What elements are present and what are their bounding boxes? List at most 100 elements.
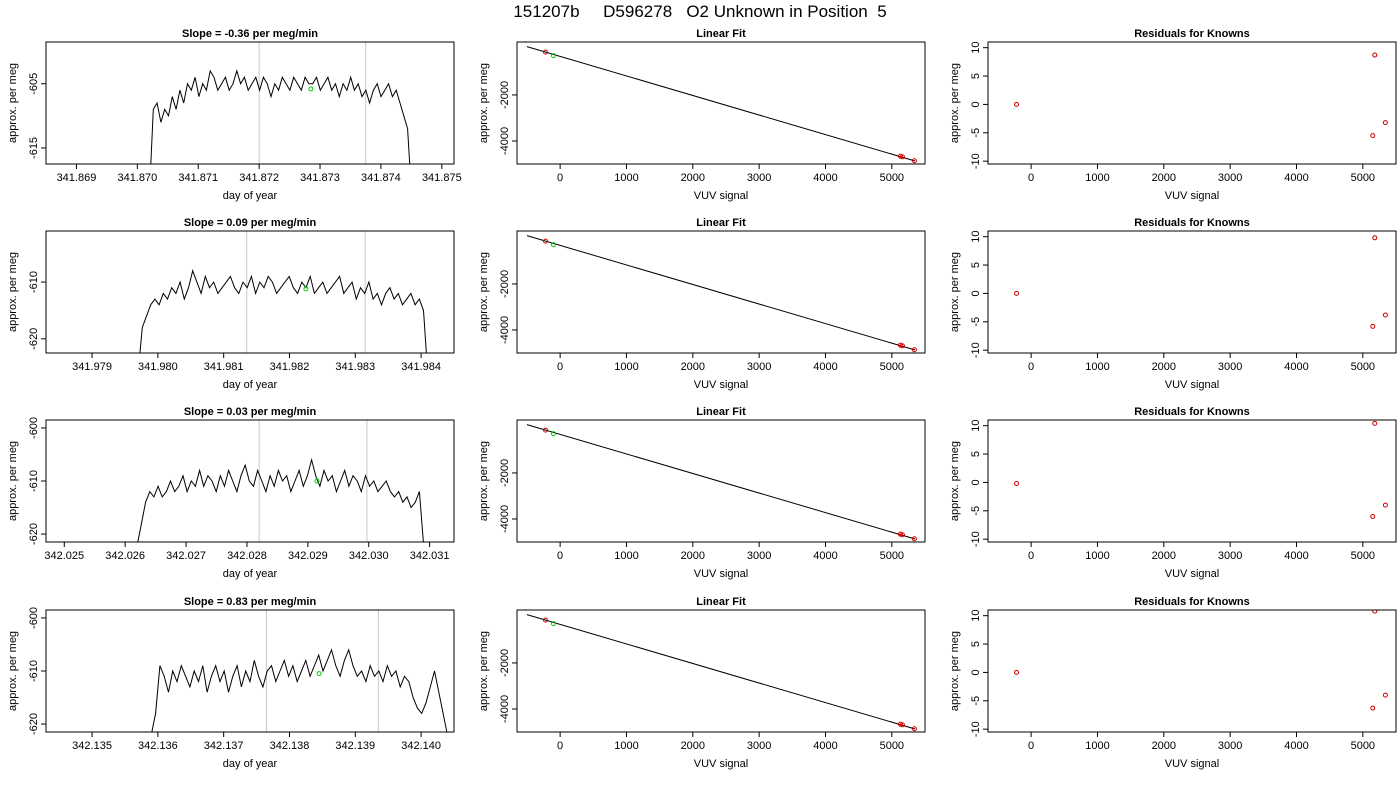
x-tick-label: 3000: [1218, 172, 1242, 184]
x-axis-label: day of year: [223, 758, 278, 770]
y-tick-label: -615: [28, 137, 40, 159]
x-tick-label: 1000: [1085, 172, 1109, 184]
x-axis-label: day of year: [223, 379, 278, 391]
x-tick-label: 4000: [1284, 740, 1308, 752]
figure-title: 151207b D596278 O2 Unknown in Position 5: [513, 2, 887, 21]
plot-area: [1014, 420, 1388, 519]
x-tick-label: 4000: [813, 361, 837, 373]
fit-line: [526, 235, 916, 351]
panel-2-2: Linear Fit 0 1000 2000 3000 4000 5000 -2000 -400…: [478, 217, 926, 391]
data-point: [1370, 133, 1376, 139]
plot-frame: [45, 41, 455, 165]
y-tick-label: -2000: [499, 649, 511, 677]
y-axis-label: approx. per meg: [949, 63, 961, 143]
panel-1-1: Slope = -0.36 per meg/min 341.869 341.870 3…: [7, 28, 462, 202]
y-axis-label: approx. per meg: [7, 252, 19, 332]
y-tick-label: -2000: [499, 270, 511, 298]
data-point: [550, 431, 556, 437]
fit-line: [526, 614, 916, 730]
series-line: [151, 648, 448, 732]
data-point: [1382, 502, 1388, 508]
x-tick-label: 5000: [1351, 172, 1375, 184]
data-point: [899, 532, 905, 538]
x-tick-label: 342.135: [72, 740, 112, 752]
plot-area: [1014, 52, 1388, 139]
plot-frame: [987, 419, 1397, 543]
y-tick-label: 0: [970, 669, 982, 675]
data-point: [911, 536, 917, 542]
panel-2-1: Slope = 0.09 per meg/min 341.979 341.980 34…: [7, 217, 455, 391]
x-tick-label: 342.138: [270, 740, 310, 752]
data-point: [543, 49, 549, 55]
y-tick-label: -620: [28, 328, 40, 350]
x-tick-label: 341.869: [57, 172, 97, 184]
data-point: [1370, 705, 1376, 711]
data-point: [314, 478, 320, 484]
y-tick-label: -600: [28, 607, 40, 629]
plot-area: [150, 42, 411, 164]
x-tick-label: 3000: [1218, 740, 1242, 752]
plot-area: [526, 424, 917, 542]
panel-3-1: Slope = 0.03 per meg/min 342.025 342.026 34…: [7, 406, 455, 580]
x-tick-label: 342.137: [204, 740, 244, 752]
data-point: [899, 154, 905, 160]
x-tick-label: 341.873: [300, 172, 340, 184]
y-axis-label: approx. per meg: [949, 441, 961, 521]
panel-3-3: Residuals for Knowns 0 1000 2000 3000 4000 500…: [949, 406, 1397, 580]
x-tick-label: 4000: [813, 172, 837, 184]
panel-title: Linear Fit: [696, 596, 746, 608]
x-tick-label: 0: [557, 172, 563, 184]
x-tick-label: 342.030: [349, 550, 389, 562]
y-tick-label: -2000: [499, 81, 511, 109]
x-tick-label: 342.028: [227, 550, 267, 562]
x-tick-label: 342.139: [335, 740, 375, 752]
x-axis-label: day of year: [223, 190, 278, 202]
data-point: [550, 242, 556, 248]
panel-4-2: Linear Fit 0 1000 2000 3000 4000 5000 -2000 -400…: [478, 596, 926, 770]
y-tick-label: -5: [970, 506, 982, 516]
x-tick-label: 4000: [1284, 172, 1308, 184]
plot-frame: [45, 609, 455, 733]
x-tick-label: 342.029: [288, 550, 328, 562]
y-axis-label: approx. per meg: [478, 441, 490, 521]
panel-title: Linear Fit: [696, 217, 746, 229]
panel-1-2: Linear Fit 0 1000 2000 3000 4000 5000 -2000 -400…: [478, 28, 926, 202]
plot-frame: [516, 419, 926, 543]
x-axis-label: VUV signal: [1165, 190, 1219, 202]
y-tick-label: -620: [28, 713, 40, 735]
y-tick-label: 10: [970, 610, 982, 622]
y-tick-label: 10: [970, 420, 982, 432]
x-axis-label: day of year: [223, 568, 278, 580]
x-tick-label: 1000: [1085, 740, 1109, 752]
y-tick-label: 5: [970, 451, 982, 457]
x-tick-label: 342.136: [138, 740, 178, 752]
y-axis-label: approx. per meg: [949, 252, 961, 332]
x-tick-label: 3000: [1218, 550, 1242, 562]
plot-frame: [987, 230, 1397, 354]
x-tick-label: 0: [1028, 550, 1034, 562]
y-tick-label: -620: [28, 523, 40, 545]
y-tick-label: -610: [28, 470, 40, 492]
x-tick-label: 5000: [880, 361, 904, 373]
y-tick-label: -610: [28, 660, 40, 682]
y-axis-label: approx. per meg: [7, 63, 19, 143]
x-tick-label: 1000: [614, 361, 638, 373]
data-point: [1382, 692, 1388, 698]
plot-frame: [987, 609, 1397, 733]
x-tick-label: 3000: [747, 361, 771, 373]
x-tick-label: 2000: [1152, 361, 1176, 373]
data-point: [550, 53, 556, 59]
y-tick-label: -10: [970, 342, 982, 358]
y-tick-label: -4000: [499, 695, 511, 723]
data-point: [1014, 481, 1020, 487]
x-tick-label: 1000: [1085, 550, 1109, 562]
y-tick-label: -610: [28, 271, 40, 293]
x-tick-label: 5000: [880, 740, 904, 752]
y-tick-label: 5: [970, 262, 982, 268]
panel-3-2: Linear Fit 0 1000 2000 3000 4000 5000 -2000 -400…: [478, 406, 926, 580]
plot-frame: [45, 419, 455, 543]
data-point: [1372, 610, 1378, 614]
x-tick-label: 2000: [681, 172, 705, 184]
y-tick-label: -4000: [499, 505, 511, 533]
panel-4-1: Slope = 0.83 per meg/min 342.135 342.136 34…: [7, 596, 455, 770]
